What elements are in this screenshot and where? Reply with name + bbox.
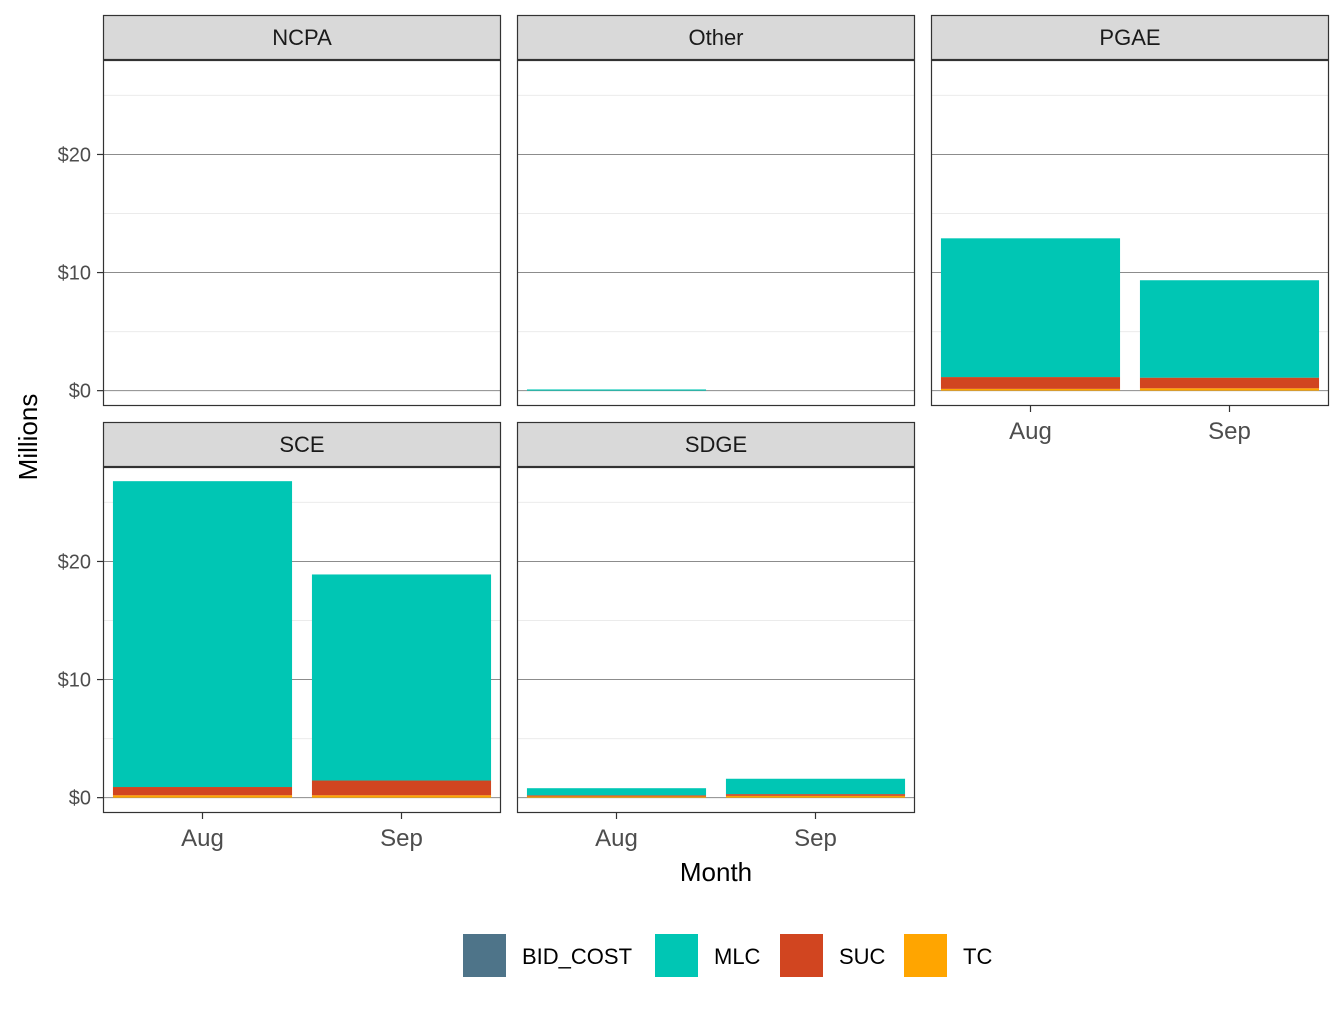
- y-tick-label: $0: [69, 788, 91, 810]
- bar-sce-aug-tc: [112, 795, 293, 798]
- bar-sdge-sep-suc: [725, 794, 906, 796]
- panel-border: [930, 59, 1330, 407]
- strip-label-sce: SCE: [279, 432, 324, 457]
- strip-sdge: [516, 421, 916, 468]
- bar-sce-aug-suc: [112, 787, 293, 796]
- panel-border: [102, 466, 502, 814]
- strip-ncpa: [102, 14, 502, 61]
- y-tick-label: $10: [58, 263, 91, 285]
- x-tick-label-aug: Aug: [1009, 418, 1052, 445]
- panel-pgae: PGAE Aug Sep: [930, 14, 1330, 445]
- bar-sce-sep-tc: [311, 795, 492, 798]
- x-axis-title: Month: [680, 857, 752, 887]
- bar-sce-aug-mlc: [112, 481, 293, 788]
- bar-sce-sep-suc: [311, 780, 492, 796]
- legend: BID_COST MLC SUC TC: [463, 934, 992, 977]
- panel-border: [102, 59, 502, 407]
- strip-pgae: [930, 14, 1330, 61]
- panel-background: [517, 60, 915, 406]
- y-tick-label: $20: [58, 144, 91, 166]
- x-tick-label-aug: Aug: [595, 825, 638, 852]
- bar-sdge-aug-suc: [526, 795, 707, 797]
- y-tick-label: $20: [58, 551, 91, 573]
- bar-pgae-aug-suc: [940, 377, 1121, 389]
- legend-label-tc: TC: [963, 944, 992, 969]
- panel-background: [103, 60, 501, 406]
- x-tick-label-sep: Sep: [1208, 418, 1251, 445]
- legend-key-tc: [904, 934, 947, 977]
- strip-label-sdge: SDGE: [685, 432, 747, 457]
- legend-label-bid-cost: BID_COST: [522, 944, 632, 969]
- bar-sdge-aug-mlc: [526, 788, 707, 796]
- bar-pgae-aug-tc: [940, 388, 1121, 391]
- panel-other: Other: [516, 14, 916, 407]
- panel-background: [517, 467, 915, 813]
- bar-pgae-sep-suc: [1139, 377, 1320, 389]
- panel-ncpa: NCPA $0 $10 $20: [58, 14, 502, 407]
- strip-label-ncpa: NCPA: [272, 25, 332, 50]
- bar-sce-sep-mlc: [311, 574, 492, 781]
- bar-pgae-sep-tc: [1139, 388, 1320, 391]
- strip-label-other: Other: [688, 25, 743, 50]
- x-tick-label-sep: Sep: [380, 825, 423, 852]
- bar-sdge-sep-mlc: [725, 778, 906, 795]
- x-tick-label-aug: Aug: [181, 825, 224, 852]
- legend-label-mlc: MLC: [714, 944, 761, 969]
- strip-label-pgae: PGAE: [1099, 25, 1160, 50]
- legend-key-bid-cost: [463, 934, 506, 977]
- panel-sdge: SDGE Aug Sep: [516, 421, 916, 852]
- legend-label-suc: SUC: [839, 944, 886, 969]
- bar-sdge-sep-tc: [725, 795, 906, 798]
- panel-sce: SCE $0 $10 $20 Aug Sep: [58, 421, 502, 852]
- bar-pgae-sep-mlc: [1139, 280, 1320, 378]
- bar-sdge-aug-tc: [526, 796, 707, 798]
- strip-sce: [102, 421, 502, 468]
- y-tick-label: $10: [58, 670, 91, 692]
- legend-key-suc: [780, 934, 823, 977]
- strip-other: [516, 14, 916, 61]
- bar-other-aug-mlc: [526, 389, 707, 391]
- x-tick-label-sep: Sep: [794, 825, 837, 852]
- legend-key-mlc: [655, 934, 698, 977]
- y-tick-label: $0: [69, 381, 91, 403]
- bar-pgae-aug-mlc: [940, 238, 1121, 378]
- y-axis-title: Millions: [13, 394, 43, 481]
- panel-border: [516, 59, 916, 407]
- panel-border: [516, 466, 916, 814]
